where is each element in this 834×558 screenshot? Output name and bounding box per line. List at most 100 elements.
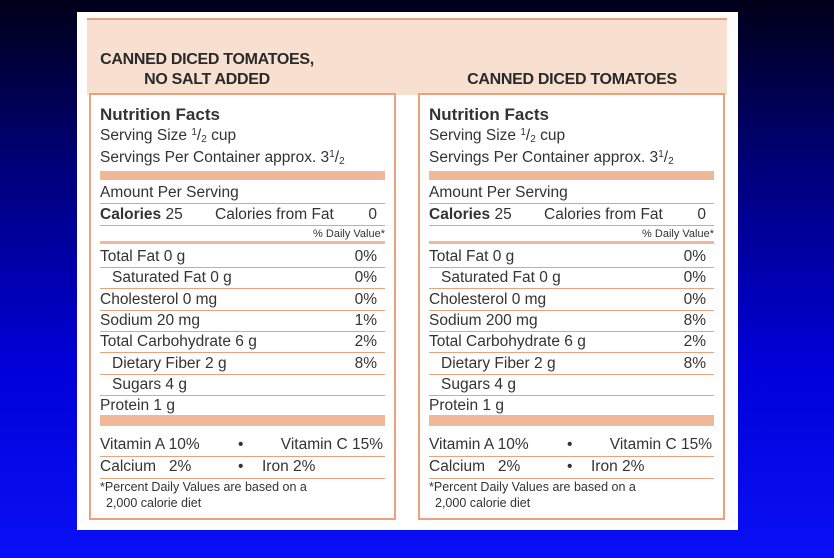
nutrient-label: Cholesterol 0 mg	[100, 290, 218, 308]
serving-size-label: Serving Size	[429, 127, 517, 144]
bullet-separator: •	[238, 436, 244, 453]
divider-line	[429, 456, 714, 457]
calories-value: 25	[165, 206, 183, 223]
bullet-separator: •	[567, 436, 573, 453]
slide: CANNED DICED TOMATOES, NO SALT ADDED CAN…	[77, 12, 738, 530]
left-title-line2: NO SALT ADDED	[144, 71, 270, 88]
calories-value: 25	[494, 206, 512, 223]
nutrient-daily-value: 2%	[354, 333, 377, 351]
divider-line	[100, 288, 385, 290]
serving-size-unit: cup	[211, 127, 237, 144]
divider-bar	[100, 415, 385, 426]
nutrient-daily-value: 0%	[354, 290, 377, 308]
divider-bar	[429, 415, 714, 426]
divider-line	[429, 288, 714, 290]
divider-line	[100, 267, 385, 268]
nutrition-facts-title: Nutrition Facts	[429, 105, 549, 124]
calories-fat-label: Calories from Fat	[215, 206, 334, 223]
serving-size-num: 1	[191, 127, 197, 138]
daily-value-header: % Daily Value*	[313, 228, 385, 240]
calories-fat-value: 0	[697, 206, 706, 223]
nutrient-daily-value: 8%	[683, 354, 706, 372]
nutrient-label: Saturated Fat 0 g	[441, 269, 561, 287]
right-product-title: CANNED DICED TOMATOES	[467, 71, 677, 88]
serving-size-den: 2	[530, 134, 536, 145]
serving-size: Serving Size 1/2 cup	[100, 127, 237, 145]
nutrition-label-right: Nutrition Facts Serving Size 1/2 cup Ser…	[418, 93, 725, 520]
nutrient-label: Protein 1 g	[100, 397, 175, 415]
mineral-right: Iron 2%	[262, 458, 316, 475]
divider-line	[100, 330, 385, 332]
mineral-right: Iron 2%	[591, 458, 645, 475]
footnote-line2: 2,000 calorie diet	[435, 496, 531, 510]
mineral-left: Calcium 2%	[429, 458, 521, 475]
divider-line	[100, 309, 385, 311]
divider-bar	[100, 171, 385, 180]
left-product-title: CANNED DICED TOMATOES, NO SALT ADDED	[97, 50, 317, 90]
nutrient-label: Dietary Fiber 2 g	[441, 354, 556, 372]
nutrient-label: Sodium 200 mg	[429, 311, 538, 329]
nutrient-daily-value: 0%	[683, 290, 706, 308]
divider-line	[429, 478, 714, 479]
nutrient-label: Protein 1 g	[429, 397, 504, 415]
nutrient-daily-value: 8%	[354, 354, 377, 372]
divider-line	[429, 352, 714, 354]
divider-line	[429, 225, 714, 226]
serving-size-num: 1	[520, 127, 526, 138]
servings-den: 2	[668, 156, 674, 167]
servings-per-container: Servings Per Container approx. 31/2	[100, 149, 345, 167]
calories-fat-label: Calories from Fat	[544, 206, 663, 223]
nutrient-label: Total Fat 0 g	[429, 248, 515, 265]
divider-bar	[429, 171, 714, 180]
nutrient-daily-value: 8%	[683, 311, 706, 329]
amount-per-serving: Amount Per Serving	[429, 184, 568, 201]
nutrient-label: Total Fat 0 g	[100, 248, 186, 265]
divider-line	[429, 394, 714, 396]
vitamin-left: Vitamin A 10%	[429, 436, 529, 453]
serving-size-den: 2	[201, 134, 207, 145]
nutrient-daily-value: 1%	[354, 311, 377, 329]
nutrient-label: Sugars 4 g	[441, 375, 516, 393]
vitamin-right: Vitamin C 15%	[280, 436, 383, 453]
nutrition-label-left: Nutrition Facts Serving Size 1/2 cup Ser…	[89, 93, 396, 520]
divider-bar	[429, 241, 714, 244]
divider-line	[100, 352, 385, 354]
bullet-separator: •	[238, 458, 244, 475]
footnote-line1: *Percent Daily Values are based on a	[429, 480, 636, 494]
divider-line	[429, 373, 714, 375]
serving-size-label: Serving Size	[100, 127, 188, 144]
divider-line	[100, 203, 385, 204]
left-title-line1: CANNED DICED TOMATOES,	[100, 51, 314, 68]
divider-line	[429, 203, 714, 204]
nutrient-label: Total Carbohydrate 6 g	[429, 333, 586, 351]
calories-fat-value: 0	[368, 206, 377, 223]
vitamin-right: Vitamin C 15%	[609, 436, 712, 453]
nutrient-label: Sodium 20 mg	[100, 311, 200, 329]
nutrient-daily-value: 2%	[683, 333, 706, 351]
divider-line	[429, 330, 714, 332]
amount-per-serving: Amount Per Serving	[100, 184, 239, 201]
nutrient-label: Sugars 4 g	[112, 375, 187, 393]
divider-line	[100, 394, 385, 396]
divider-line	[429, 309, 714, 311]
divider-line	[429, 267, 714, 268]
servings-label: Servings Per Container approx. 3	[429, 149, 659, 166]
nutrient-daily-value: 0%	[354, 248, 377, 265]
divider-line	[100, 373, 385, 375]
divider-line	[100, 478, 385, 479]
divider-line	[100, 225, 385, 226]
nutrient-daily-value: 0%	[683, 248, 706, 265]
footnote-line1: *Percent Daily Values are based on a	[100, 480, 307, 494]
mineral-left: Calcium 2%	[100, 458, 192, 475]
servings-den: 2	[339, 156, 345, 167]
calories-label: Calories	[429, 206, 491, 223]
nutrition-facts-title: Nutrition Facts	[100, 105, 220, 124]
divider-bar	[100, 241, 385, 244]
servings-label: Servings Per Container approx. 3	[100, 149, 330, 166]
nutrient-label: Dietary Fiber 2 g	[112, 354, 227, 372]
nutrient-label: Saturated Fat 0 g	[112, 269, 232, 287]
divider-line	[100, 456, 385, 457]
serving-size-unit: cup	[540, 127, 566, 144]
daily-value-header: % Daily Value*	[642, 228, 714, 240]
comparison-header: CANNED DICED TOMATOES, NO SALT ADDED CAN…	[87, 18, 727, 95]
